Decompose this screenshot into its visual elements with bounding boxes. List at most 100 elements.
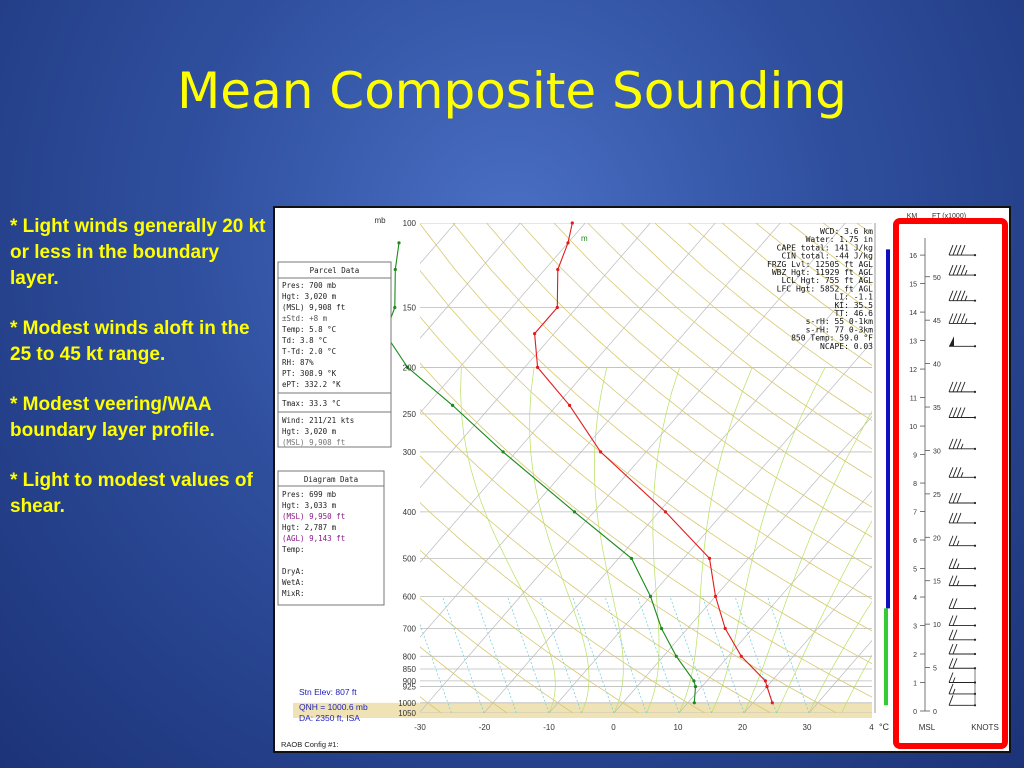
temperature-point [723, 626, 727, 631]
wind-barb [948, 683, 977, 696]
ft-tick-label: 45 [933, 318, 941, 325]
x-tick-label: 20 [738, 723, 747, 732]
moist-adiabat [743, 410, 872, 713]
mixing-ratio-line [474, 596, 517, 713]
moist-adiabat [460, 367, 556, 713]
mixing-ratio-line [604, 596, 647, 713]
ft-tick-label: 50 [933, 275, 941, 282]
dewpoint-point [572, 510, 577, 514]
pressure-tick-label: 900 [403, 677, 417, 686]
isotherm-line [420, 223, 781, 638]
wind-barb [948, 672, 977, 684]
wind-barb [948, 558, 977, 570]
dewpoint-point [659, 626, 664, 631]
wind-barb [948, 658, 977, 670]
parcel-line: Pres: 700 mb [282, 281, 337, 290]
parcel-line: Td: 3.8 °C [282, 336, 327, 345]
parcel-line: (MSL) 9,908 ft [282, 303, 345, 312]
wind-barb [948, 467, 977, 479]
stat-line: CAPE total: 141 J/kg [777, 243, 874, 252]
diagram-line: (AGL) 9,143 ft [282, 534, 345, 543]
mixing-ratio-line [767, 596, 810, 713]
km-tick-label: 7 [913, 510, 917, 517]
parcel-line: T-Td: 2.0 °C [282, 347, 336, 356]
wind-barb [948, 492, 977, 505]
ft-tick-label: 25 [933, 492, 941, 499]
parcel-data-box: Parcel Data Pres: 700 mb Hgt: 3,020 m (M… [277, 261, 392, 448]
mixing-ratio-line [637, 596, 680, 713]
isotherm-line [420, 223, 521, 339]
bullet-item: * Modest veering/WAA boundary layer prof… [10, 394, 215, 441]
pressure-axis-label: mb [374, 216, 386, 225]
diagram-line: Pres: 699 mb [282, 490, 337, 499]
x-tick-label: 4 [869, 723, 874, 732]
sounding-panel: mb °C Stn Elev: 807 ft QNH = 1000.6 mb D… [273, 206, 1011, 753]
knots-label: KNOTS [971, 723, 999, 732]
km-tick-label: 14 [909, 310, 917, 317]
ft-tick-label: 0 [933, 709, 937, 716]
temperature-line [534, 222, 773, 703]
diagram-line: WetA: [282, 578, 305, 587]
pressure-tick-label: 100 [403, 219, 417, 228]
km-tick-label: 9 [913, 453, 917, 460]
ft-tick-label: 40 [933, 362, 941, 369]
x-tick-label: -10 [543, 723, 555, 732]
dewpoint-line [384, 242, 697, 703]
wind-barb [948, 535, 977, 547]
stat-line: s-rH: 77 0-3km [806, 325, 874, 334]
isotherm-line [420, 223, 651, 489]
ft-tick-label: 20 [933, 535, 941, 542]
km-tick-label: 5 [913, 567, 917, 574]
dewpoint-point [692, 679, 696, 683]
wind-barb [948, 512, 977, 525]
dry-adiabat [420, 502, 706, 713]
diagram-line: DryA: [282, 567, 305, 576]
stat-line: LI: -1.1 [834, 293, 873, 302]
parcel-wind-line: Hgt: 3,020 m [282, 427, 337, 436]
dry-adiabat [420, 408, 837, 713]
wind-barb [948, 313, 977, 325]
pressure-tick-label: 300 [403, 448, 417, 457]
stat-line: FRZG Lvl: 12505 ft AGL [767, 260, 873, 269]
diagram-line: Hgt: 3,033 m [282, 501, 337, 510]
dry-adiabat [553, 223, 872, 479]
isotherm-line [743, 565, 872, 713]
parcel-tmax: Tmax: 33.3 °C [282, 399, 341, 408]
isotherm-line [420, 223, 716, 563]
pressure-tick-label: 1050 [398, 709, 416, 718]
ft-tick-label: 35 [933, 405, 941, 412]
temperature-point [770, 701, 774, 705]
moist-adiabat [678, 367, 753, 713]
isotherm-line [613, 415, 872, 713]
isotherm-line [420, 223, 586, 414]
qnh-label: QNH = 1000.6 mb [299, 702, 368, 712]
wind-barb [949, 336, 977, 348]
moist-adiabat [808, 601, 872, 713]
wind-barb [948, 598, 977, 610]
parcel-line: Temp: 5.8 °C [282, 325, 336, 334]
mixing-ratio-line [572, 596, 615, 713]
x-tick-label: -20 [479, 723, 491, 732]
km-tick-label: 3 [913, 624, 917, 631]
diagram-line: MixR: [282, 589, 305, 598]
stat-line: s-rH: 55 0-1km [806, 317, 874, 326]
pressure-tick-label: 800 [403, 652, 417, 661]
dewpoint-point [501, 450, 505, 454]
pressure-tick-label: 1000 [398, 699, 416, 708]
wind-barb [948, 438, 977, 450]
bullet-list: * Light winds generally 20 kt or less in… [10, 214, 268, 544]
mixing-ratio-line [539, 596, 582, 713]
temperature-point [599, 450, 603, 454]
mixing-ratio-line [669, 596, 712, 713]
km-tick-label: 13 [909, 339, 917, 346]
isotherm-line [483, 266, 872, 713]
skewt-chart: mb °C Stn Elev: 807 ft QNH = 1000.6 mb D… [277, 213, 1008, 749]
wind-barb [948, 381, 977, 393]
temperature-point [566, 241, 570, 245]
x-axis-label: °C [879, 722, 890, 732]
bullet-item: * Modest winds aloft in the 25 to 45 kt … [10, 318, 250, 365]
parcel-line: ±Std: +8 m [282, 314, 328, 323]
temperature-point [533, 332, 537, 336]
stat-line: Water: 1.75 in [806, 235, 874, 244]
wind-barb [948, 629, 977, 641]
